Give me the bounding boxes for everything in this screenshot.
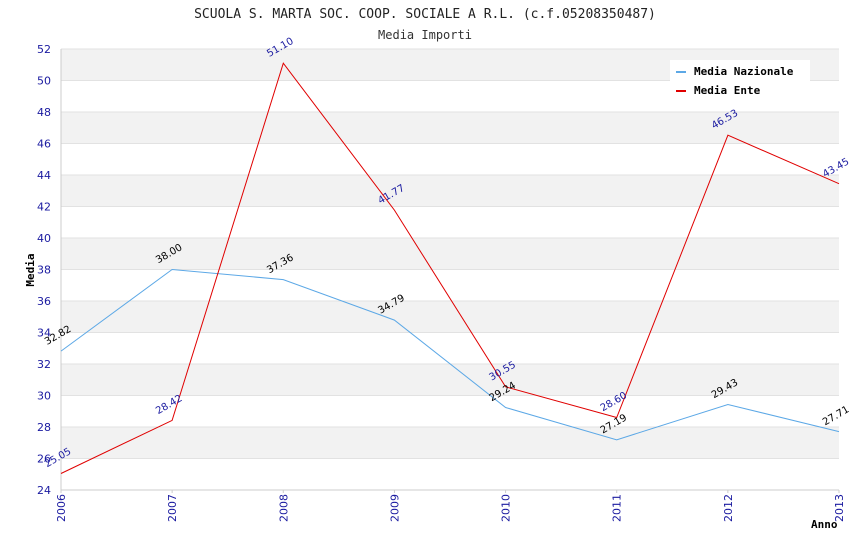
grid-band — [61, 112, 839, 144]
plot-frame — [60, 49, 839, 491]
y-tick-label: 24 — [37, 484, 51, 497]
y-tick-label: 50 — [37, 75, 51, 88]
x-axis-label: Anno — [811, 518, 838, 531]
y-tick-label: 48 — [37, 106, 51, 119]
grid-band — [61, 269, 839, 301]
grid-band — [61, 206, 839, 238]
y-tick-label: 30 — [37, 390, 51, 403]
y-tick-label: 32 — [37, 358, 51, 371]
y-tick-label: 44 — [37, 169, 51, 182]
x-tick-label: 2012 — [722, 494, 735, 522]
y-tick-label: 38 — [37, 264, 51, 277]
x-tick-label: 2011 — [611, 494, 624, 522]
grid-band — [61, 175, 839, 207]
x-axis-ticks: 2006 2007 2008 2009 2010 2011 2012 2013 — [55, 490, 846, 522]
x-tick-label: 2008 — [277, 494, 290, 522]
x-tick-label: 2007 — [166, 494, 179, 522]
x-tick-label: 2006 — [55, 494, 68, 522]
series-line-media-ente — [60, 62, 840, 474]
y-tick-label: 42 — [37, 201, 51, 214]
grid-band — [61, 395, 839, 427]
grid-band — [61, 238, 839, 270]
y-tick-label: 40 — [37, 232, 51, 245]
legend-label-media-nazionale: Media Nazionale — [694, 65, 794, 78]
x-tick-label: 2009 — [388, 494, 401, 522]
grid-band — [61, 427, 839, 459]
series-layer — [60, 62, 840, 474]
y-tick-label: 26 — [37, 453, 51, 466]
grid-band — [61, 332, 839, 364]
y-tick-label: 36 — [37, 295, 51, 308]
grid-band — [61, 143, 839, 175]
y-tick-label: 52 — [37, 43, 51, 56]
series-line-media-nazionale — [60, 268, 840, 441]
legend-box — [670, 60, 810, 102]
legend: Media Nazionale Media Ente — [670, 60, 810, 102]
chart-subtitle: Media Importi — [378, 28, 472, 42]
legend-label-media-ente: Media Ente — [694, 84, 761, 97]
y-axis-label: Media — [24, 253, 37, 286]
grid-band — [61, 458, 839, 490]
y-tick-label: 34 — [37, 327, 51, 340]
chart-title: SCUOLA S. MARTA SOC. COOP. SOCIALE A R.L… — [194, 7, 656, 22]
grid-bands — [61, 48, 839, 491]
grid-band — [61, 301, 839, 333]
x-tick-label: 2010 — [500, 494, 513, 522]
y-tick-label: 28 — [37, 421, 51, 434]
grid-band — [61, 364, 839, 396]
y-axis-ticks: 24 26 28 30 32 34 36 38 40 42 44 46 48 50 52 — [37, 43, 51, 497]
y-tick-label: 46 — [37, 138, 51, 151]
x-tick-label: 2013 — [833, 494, 846, 522]
